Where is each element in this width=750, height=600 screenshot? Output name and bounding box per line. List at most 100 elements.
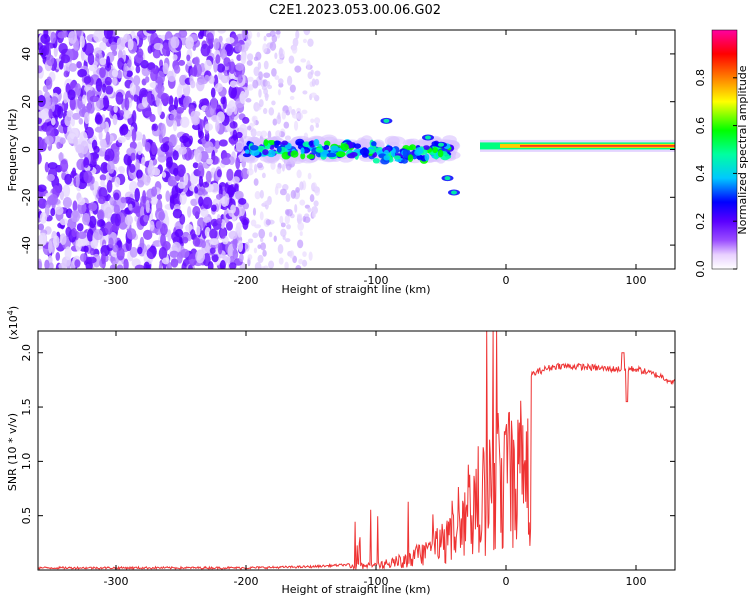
noise-blob — [197, 162, 203, 171]
noise-blob — [104, 221, 113, 235]
faint-noise-blob — [263, 88, 269, 95]
noise-blob — [195, 249, 206, 264]
faint-noise-blob — [277, 243, 284, 254]
signal-halo — [384, 135, 400, 147]
signal-streak-core — [438, 142, 444, 147]
noise-blob — [220, 96, 226, 105]
noise-blob — [152, 123, 159, 132]
noise-blob — [134, 264, 145, 269]
noise-blob — [68, 31, 78, 44]
noise-blob — [200, 43, 211, 57]
noise-blob — [192, 162, 199, 169]
y-tick-label: -40 — [20, 236, 33, 254]
noise-blob — [141, 156, 146, 166]
noise-blob — [198, 175, 204, 187]
signal-blob — [407, 154, 414, 162]
noise-blob — [129, 141, 137, 150]
noise-blob — [192, 237, 201, 247]
faint-noise-blob — [302, 215, 306, 223]
noise-blob — [77, 96, 83, 110]
signal-blob — [324, 140, 331, 147]
noise-blob — [46, 54, 55, 67]
signal-blob — [262, 149, 269, 156]
faint-noise-blob — [260, 242, 266, 251]
colorbar-tick-label: 0.8 — [694, 69, 707, 87]
noise-blob — [155, 220, 163, 230]
x-tick-label: 100 — [626, 575, 647, 588]
noise-blob — [38, 223, 45, 231]
noise-blob — [232, 237, 238, 250]
faint-noise-blob — [269, 41, 277, 51]
faint-noise-blob — [268, 231, 273, 238]
noise-blob — [102, 95, 109, 108]
noise-blob — [86, 256, 97, 264]
signal-blob — [432, 147, 439, 154]
faint-noise-blob — [263, 60, 269, 70]
faint-noise-blob — [252, 232, 259, 239]
noise-blob — [134, 215, 139, 222]
noise-blob — [182, 96, 190, 108]
noise-blob — [226, 256, 231, 264]
noise-blob — [160, 123, 166, 137]
noise-blob — [209, 247, 216, 254]
noise-blob — [76, 223, 84, 232]
noise-blob — [209, 228, 218, 240]
x-tick-label: 100 — [626, 274, 647, 287]
faint-noise-blob — [308, 251, 313, 261]
faint-noise-blob — [301, 109, 308, 115]
noise-blob — [151, 141, 157, 156]
faint-noise-blob — [268, 107, 275, 116]
noise-blob — [52, 235, 60, 248]
signal-blob — [408, 145, 414, 151]
noise-blob — [176, 106, 184, 114]
noise-blob — [224, 193, 230, 206]
colorbar-tick-label: 0.4 — [694, 165, 707, 183]
noise-blob — [129, 82, 136, 96]
noise-blob — [113, 192, 120, 201]
noise-blob — [44, 135, 54, 145]
noise-blob — [145, 199, 150, 213]
faint-noise-blob — [278, 47, 283, 57]
noise-blob — [100, 138, 107, 152]
noise-blob — [216, 218, 223, 225]
noise-blob — [79, 35, 85, 48]
noise-blob — [179, 74, 187, 86]
y-tick-label: 0 — [20, 146, 33, 153]
noise-blob — [123, 258, 129, 269]
x-tick-label: -100 — [364, 575, 389, 588]
noise-blob — [150, 195, 158, 205]
noise-blob — [194, 149, 202, 163]
noise-blob — [73, 136, 78, 147]
noise-blob — [173, 167, 179, 177]
noise-blob — [38, 184, 47, 193]
signal-blob — [340, 143, 350, 151]
faint-noise-blob — [280, 222, 286, 228]
noise-blob — [60, 54, 71, 64]
noise-blob — [214, 82, 223, 93]
faint-noise-blob — [262, 249, 267, 257]
x-tick-label: -100 — [364, 274, 389, 287]
noise-blob — [124, 110, 132, 119]
noise-blob — [79, 253, 87, 262]
faint-noise-blob — [281, 163, 285, 172]
signal-blob — [300, 147, 305, 155]
noise-blob — [169, 196, 175, 210]
noise-blob — [103, 30, 114, 40]
faint-noise-blob — [277, 78, 284, 85]
noise-blob — [216, 169, 222, 178]
faint-noise-blob — [252, 79, 259, 89]
noise-blob — [199, 151, 209, 163]
noise-blob — [208, 75, 215, 84]
faint-noise-blob — [284, 214, 291, 225]
faint-noise-blob — [286, 75, 293, 86]
noise-blob — [50, 102, 56, 112]
faint-noise-blob — [274, 75, 280, 80]
noise-blob — [146, 247, 157, 260]
faint-noise-blob — [272, 118, 278, 126]
spectrogram-x-label: Height of straight line (km) — [281, 283, 430, 296]
faint-noise-blob — [273, 235, 277, 242]
noise-blob — [198, 196, 204, 207]
noise-blob — [216, 111, 225, 123]
faint-noise-blob — [259, 189, 264, 199]
noise-blob — [158, 246, 168, 260]
